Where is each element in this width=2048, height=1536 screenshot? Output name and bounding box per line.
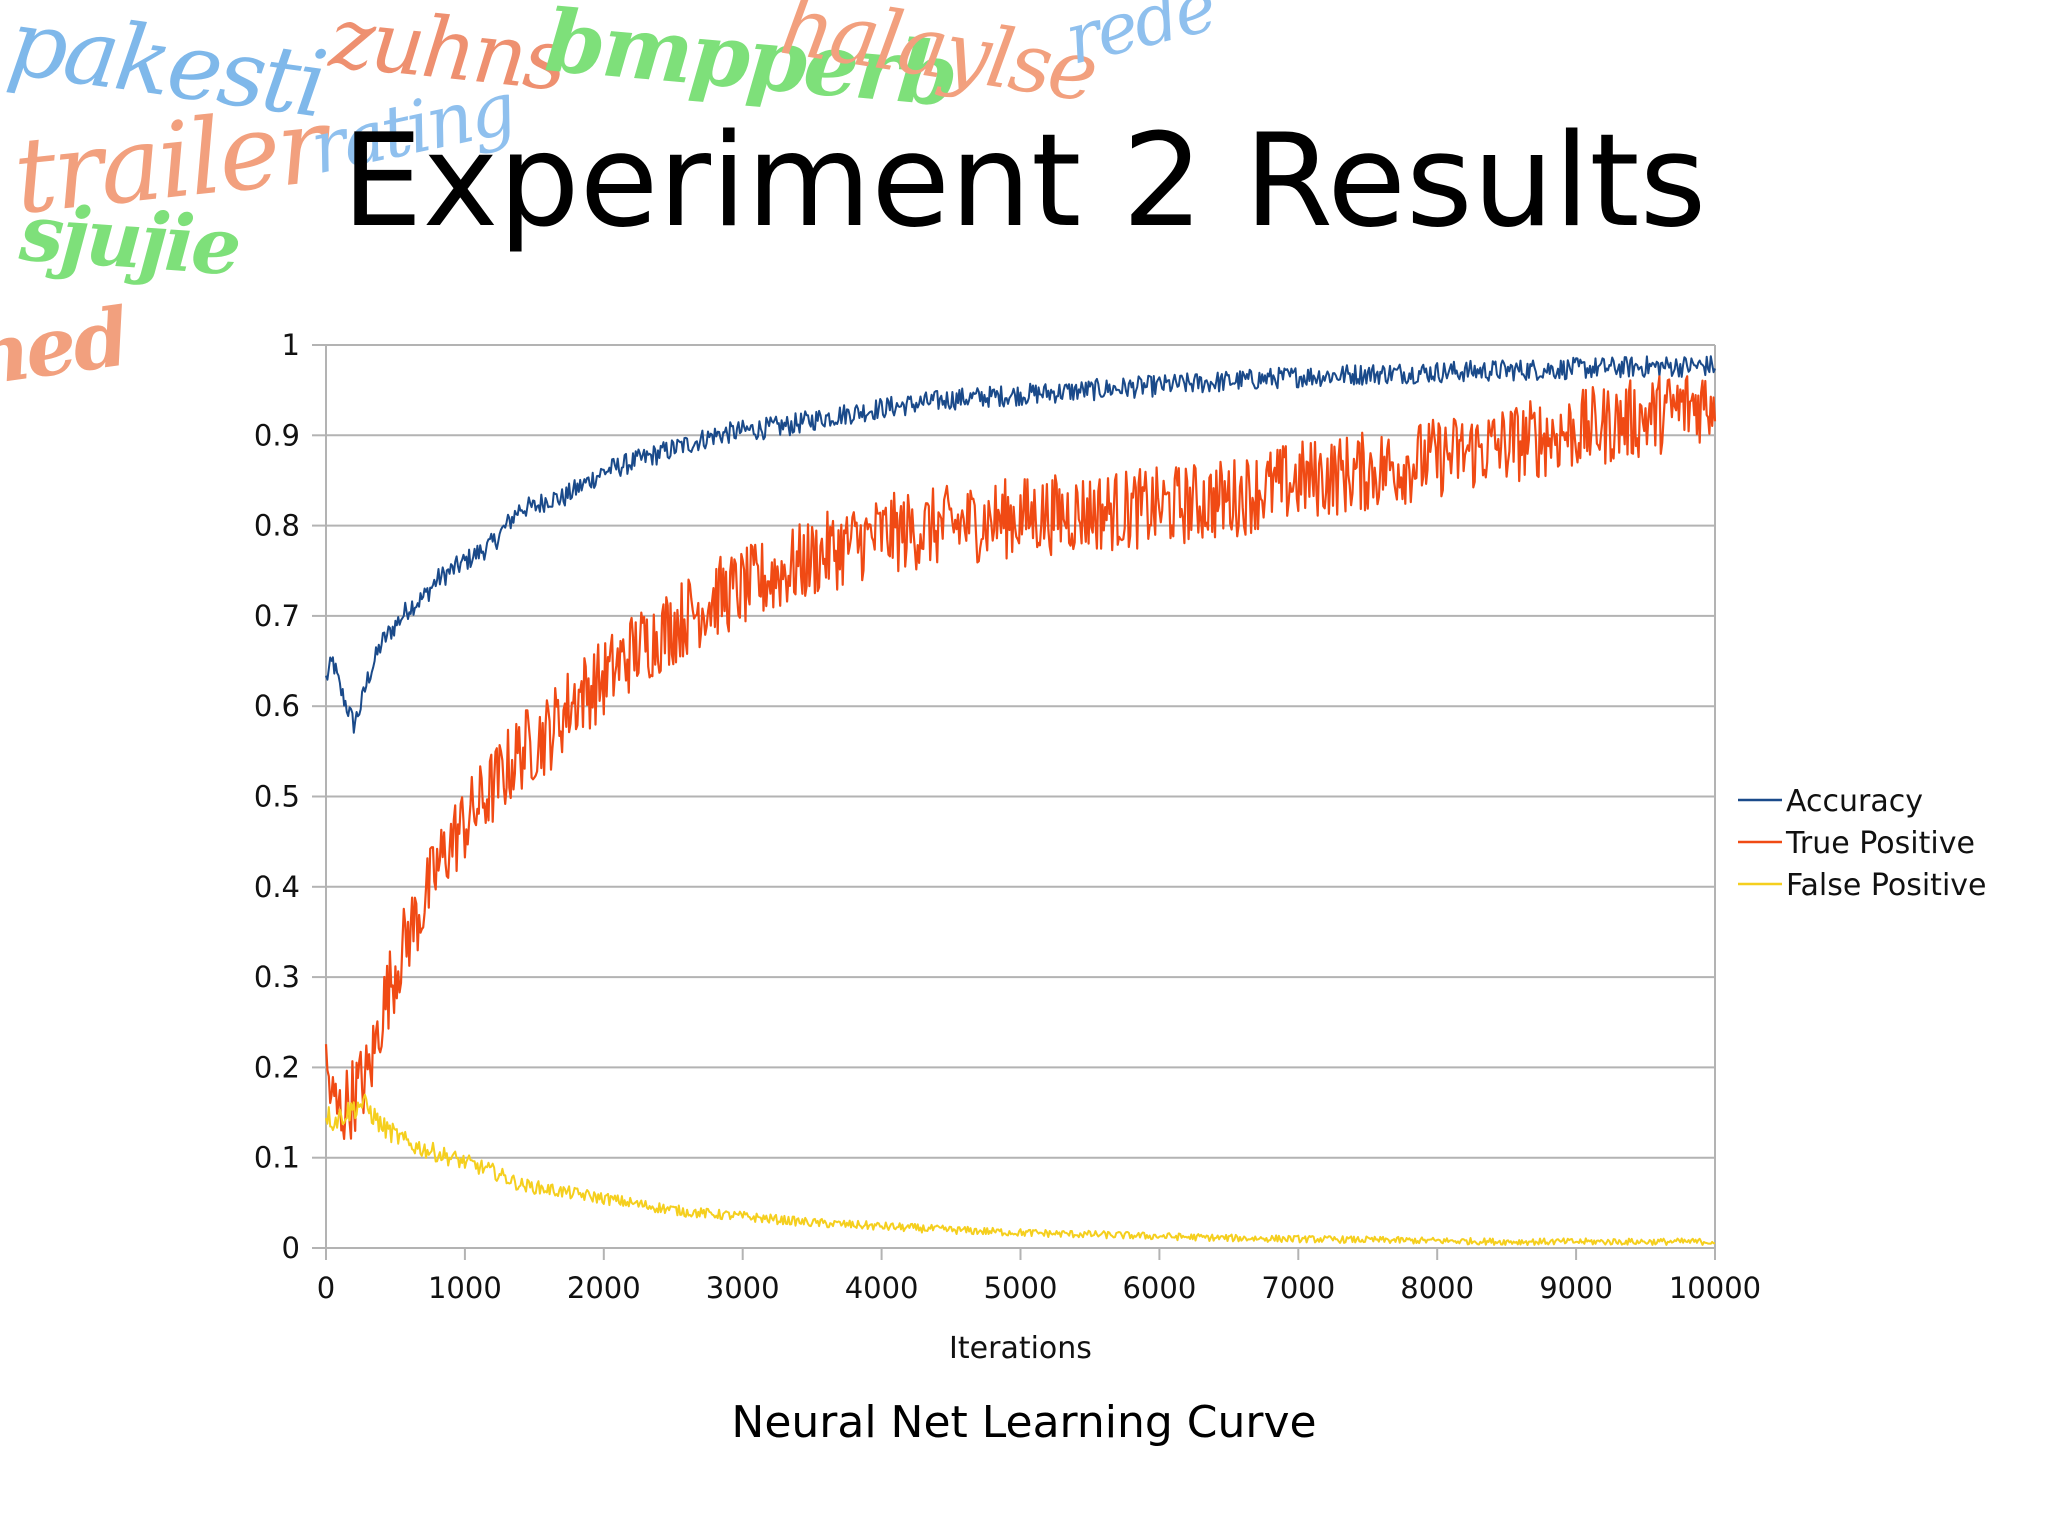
x-tick-label: 0 bbox=[317, 1271, 335, 1305]
chart-series bbox=[324, 355, 1717, 1246]
legend-entry: Accuracy bbox=[1786, 784, 1923, 819]
y-tick-label: 0.6 bbox=[254, 689, 300, 723]
x-axis-title: Iterations bbox=[949, 1331, 1092, 1366]
chart-caption: Neural Net Learning Curve bbox=[731, 1397, 1317, 1448]
learning-curve-chart: 0 0.1 0.2 0.3 0.4 0.5 0.6 0.7 0.8 0.9 1 0 1000 2000 30… bbox=[254, 328, 1987, 1366]
chart-axes: 0 0.1 0.2 0.3 0.4 0.5 0.6 0.7 0.8 0.9 1 0 1000 2000 30… bbox=[254, 328, 1761, 1305]
x-tick-label: 6000 bbox=[1122, 1271, 1196, 1305]
y-tick-label: 0.3 bbox=[254, 960, 300, 994]
y-tick-label: 0.5 bbox=[254, 780, 300, 814]
x-tick-label: 9000 bbox=[1539, 1271, 1613, 1305]
x-tick-label: 10000 bbox=[1669, 1271, 1761, 1305]
x-tick-label: 5000 bbox=[984, 1271, 1058, 1305]
series-line-true-positive bbox=[324, 375, 1717, 1141]
y-tick-label: 0.2 bbox=[254, 1050, 300, 1084]
x-tick-label: 2000 bbox=[567, 1271, 641, 1305]
series-line-false-positive bbox=[325, 1093, 1716, 1246]
x-tick-label: 8000 bbox=[1400, 1271, 1474, 1305]
y-tick-label: 1 bbox=[282, 328, 300, 362]
y-tick-label: 0 bbox=[282, 1231, 300, 1265]
x-tick-label: 4000 bbox=[845, 1271, 919, 1305]
slide-title: Experiment 2 Results bbox=[341, 107, 1707, 256]
y-tick-label: 0.8 bbox=[254, 509, 300, 543]
chart-legend: Accuracy True Positive False Positive bbox=[1738, 784, 1987, 903]
x-tick-label: 1000 bbox=[428, 1271, 502, 1305]
y-tick-label: 0.9 bbox=[254, 418, 300, 452]
x-tick-label: 3000 bbox=[706, 1271, 780, 1305]
y-tick-label: 0.4 bbox=[254, 870, 300, 904]
legend-entry: True Positive bbox=[1785, 826, 1975, 861]
legend-entry: False Positive bbox=[1786, 868, 1987, 903]
y-tick-label: 0.7 bbox=[254, 599, 300, 633]
y-tick-label: 0.1 bbox=[254, 1141, 300, 1175]
series-line-accuracy bbox=[325, 355, 1716, 734]
x-tick-label: 7000 bbox=[1261, 1271, 1335, 1305]
gridlines bbox=[326, 344, 1715, 1249]
